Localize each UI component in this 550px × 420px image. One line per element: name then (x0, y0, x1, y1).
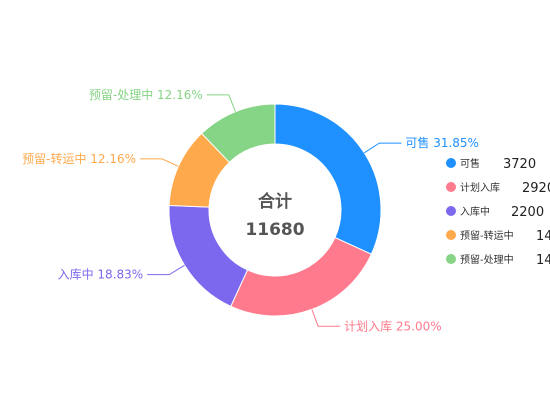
leader-line-1 (311, 309, 341, 327)
legend-marker-1[interactable] (446, 182, 456, 192)
legend-label-3[interactable]: 预留-转运中 (460, 229, 514, 242)
slice-0[interactable] (274, 103, 382, 255)
leader-line-4 (206, 94, 236, 112)
legend-label-1[interactable]: 计划入库 (460, 181, 500, 194)
legend-label-0[interactable]: 可售 (460, 157, 480, 170)
legend-marker-4[interactable] (446, 254, 456, 264)
slice-label-0: 可售 31.85% (405, 135, 479, 150)
legend-value-3: 14 (536, 229, 550, 244)
legend-value-4: 14 (536, 253, 550, 268)
legend-value-2: 2200 (511, 205, 544, 220)
leader-line-2 (147, 264, 185, 276)
slice-2[interactable] (168, 204, 249, 307)
legend-marker-0[interactable] (446, 158, 456, 168)
leader-line-0 (363, 142, 402, 154)
center-total: 11680 (245, 220, 304, 240)
slice-label-2: 入库中 18.83% (58, 267, 144, 282)
legend-marker-3[interactable] (446, 230, 456, 240)
slice-1[interactable] (230, 236, 372, 317)
slice-4[interactable] (200, 103, 276, 164)
slices-group (168, 103, 382, 317)
legend-value-1: 2920 (522, 181, 550, 196)
slice-label-3: 预留-转运中 12.16% (22, 151, 136, 166)
legend-label-2[interactable]: 入库中 (460, 205, 490, 218)
legend-value-0: 3720 (503, 157, 536, 172)
leader-line-3 (140, 158, 179, 167)
center-title: 合计 (258, 191, 292, 212)
slice-labels-group: 可售 31.85% 计划入库 25.00% 入库中 18.83% 预留-转运中 12.… (22, 87, 479, 333)
legend-marker-2[interactable] (446, 206, 456, 216)
slice-label-1: 计划入库 25.00% (344, 318, 442, 333)
slice-label-4: 预留-处理中 12.16% (89, 87, 203, 102)
legend-label-4[interactable]: 预留-处理中 (460, 253, 514, 266)
